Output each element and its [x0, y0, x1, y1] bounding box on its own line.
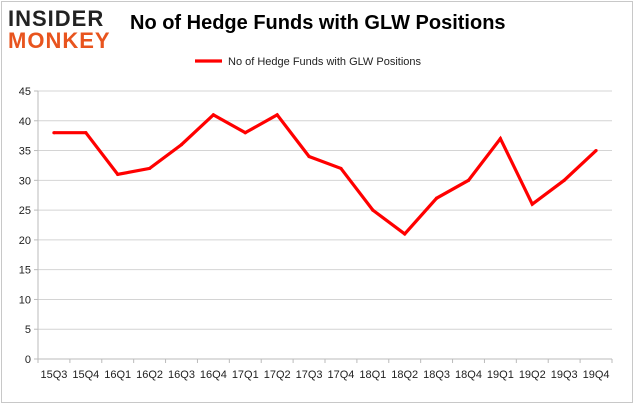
legend: No of Hedge Funds with GLW Positions [195, 56, 421, 68]
data-point [466, 178, 471, 182]
data-point [307, 154, 311, 159]
grid-lines [38, 90, 612, 330]
x-tick-label: 15Q4 [72, 369, 99, 381]
series-line [53, 112, 598, 237]
y-tick-label: 35 [19, 146, 31, 158]
data-point [52, 131, 56, 135]
data-point [403, 232, 407, 236]
data-point [530, 202, 534, 206]
y-tick-label: 0 [25, 354, 31, 366]
data-point [84, 131, 88, 135]
x-tick-label: 18Q1 [359, 369, 386, 381]
insider-monkey-logo: INSIDER MONKEY [8, 6, 118, 53]
logo-bottom-text: MONKEY [8, 28, 111, 53]
data-point [371, 208, 375, 212]
data-point [148, 166, 152, 171]
x-tick-label: 16Q1 [104, 369, 131, 381]
x-tick-label: 18Q4 [455, 369, 482, 381]
x-tick-label: 19Q3 [551, 369, 578, 381]
axes [34, 90, 613, 363]
data-point [275, 113, 279, 117]
x-tick-label: 18Q2 [391, 369, 418, 381]
y-tick-label: 15 [19, 265, 31, 277]
data-point [179, 143, 184, 147]
legend-label: No of Hedge Funds with GLW Positions [228, 56, 421, 68]
x-tick-label: 17Q2 [264, 369, 291, 381]
x-tick-label: 16Q3 [168, 369, 195, 381]
data-point [562, 178, 566, 182]
y-tick-label: 25 [19, 205, 31, 217]
y-tick-label: 40 [19, 116, 31, 128]
y-tick-labels: 0 5 10 15 20 25 30 35 40 45 [19, 86, 31, 366]
x-tick-label: 18Q3 [423, 369, 450, 381]
x-tick-label: 15Q3 [40, 369, 67, 381]
y-tick-label: 5 [25, 324, 31, 336]
series-lines [52, 112, 598, 237]
x-tick-label: 19Q4 [583, 369, 610, 381]
data-point [116, 172, 120, 176]
data-point [594, 148, 598, 153]
y-tick-label: 30 [19, 175, 31, 187]
x-tick-label: 16Q2 [136, 369, 163, 381]
data-point [211, 113, 215, 117]
y-tick-label: 10 [19, 294, 31, 306]
data-point [339, 166, 343, 171]
x-tick-label: 19Q2 [519, 369, 546, 381]
x-tick-labels: 15Q3 15Q4 16Q1 16Q2 16Q3 16Q4 17Q1 17Q2 17Q3 17Q4… [40, 369, 609, 381]
x-tick-label: 17Q3 [296, 369, 323, 381]
x-tick-label: 17Q4 [327, 369, 354, 381]
data-point [435, 196, 439, 200]
data-point [243, 131, 247, 135]
x-tick-label: 19Q1 [487, 369, 514, 381]
x-tick-label: 16Q4 [200, 369, 227, 381]
x-tick-label: 17Q1 [232, 369, 259, 381]
data-point [498, 137, 502, 141]
y-tick-label: 20 [19, 235, 31, 247]
logo-top-text: INSIDER [8, 6, 105, 31]
chart-title: No of Hedge Funds with GLW Positions [130, 12, 506, 34]
y-tick-label: 45 [19, 86, 31, 98]
